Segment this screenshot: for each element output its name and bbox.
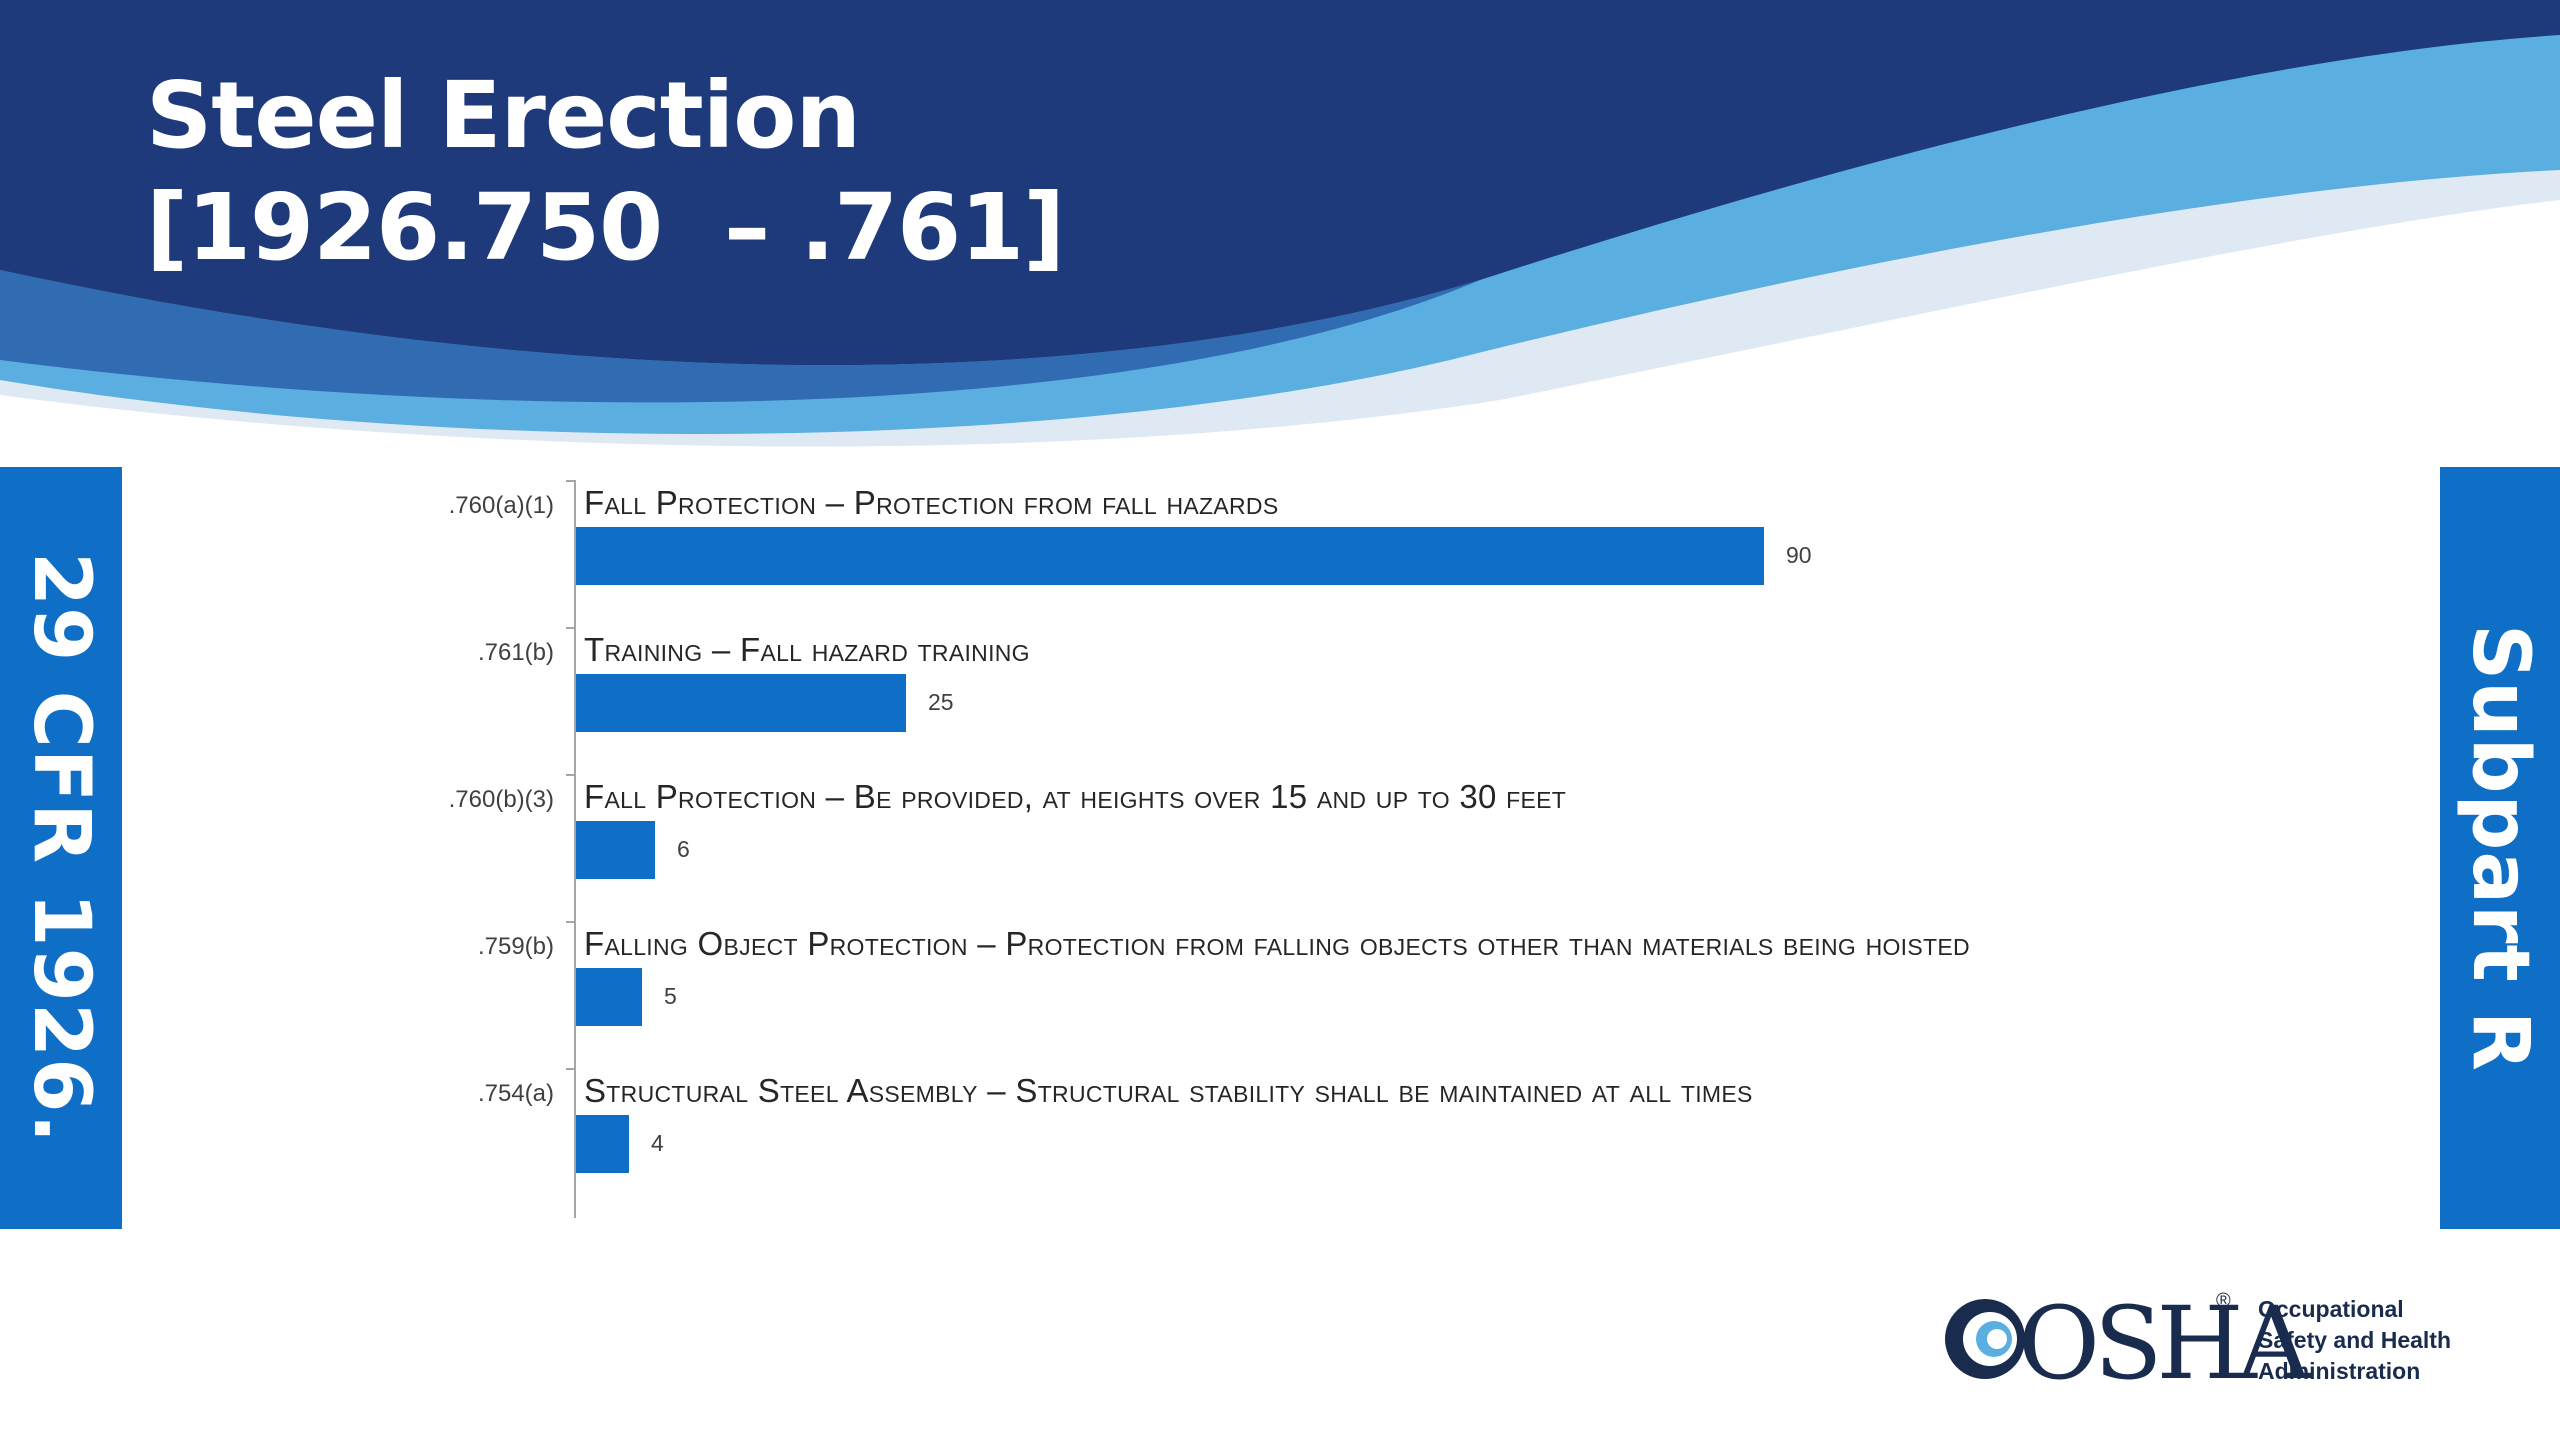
left-side-band: 29 CFR 1926. [0,467,122,1229]
axis-tick [566,774,576,776]
title-line-2: [1926.750 – .761] [146,174,1065,281]
tagline-line-3: Administration [2258,1358,2421,1384]
axis-tick [566,480,576,482]
bar-value-label: 6 [677,836,690,862]
right-side-band: Subpart R [2440,467,2560,1229]
category-description-label: Training – Fall hazard training [584,631,1030,668]
category-code-label: .760(a)(1) [448,492,554,519]
osha-globe-icon [1945,1299,2025,1379]
bar [576,674,906,732]
axis-tick [566,921,576,923]
category-code-label: .760(b)(3) [448,786,554,813]
title-line-1: Steel Erection [146,62,861,169]
bar-value-label: 25 [928,689,954,715]
bar [576,1115,629,1173]
bar [576,968,642,1026]
osha-wordmark: OSHA [2018,1285,2310,1402]
tagline-line-1: Occupational [2258,1296,2404,1322]
osha-tagline: Occupational Safety and Health Administr… [2258,1294,2451,1387]
category-description-label: Falling Object Protection – Protection f… [584,925,1970,962]
subpart-label: Subpart R [2455,624,2545,1072]
category-code-label: .759(b) [477,933,554,960]
bar-value-label: 90 [1786,542,1812,568]
osha-logo: OSHA ® Occupational Safety and Health Ad… [1942,1284,2482,1404]
tagline-line-2: Safety and Health [2258,1327,2451,1353]
category-description-label: Structural Steel Assembly – Structural s… [584,1072,1753,1109]
registered-mark: ® [2216,1290,2231,1312]
bar-value-label: 5 [664,983,677,1009]
axis-tick [566,627,576,629]
slide-title: Steel Erection [1926.750 – .761] [146,60,1065,284]
category-description-label: Fall Protection – Protection from fall h… [584,484,1279,521]
category-code-label: .754(a) [477,1080,554,1107]
header-banner: Steel Erection [1926.750 – .761] [0,0,2560,470]
bar [576,821,655,879]
cfr-label: 29 CFR 1926. [16,551,106,1145]
category-code-label: .761(b) [477,639,554,666]
bar [576,527,1764,585]
axis-tick [566,1068,576,1070]
category-description-label: Fall Protection – Be provided, at height… [584,778,1567,815]
category-axis [574,480,576,1218]
bar-value-label: 4 [651,1130,664,1156]
wave-graphic [0,0,2560,447]
